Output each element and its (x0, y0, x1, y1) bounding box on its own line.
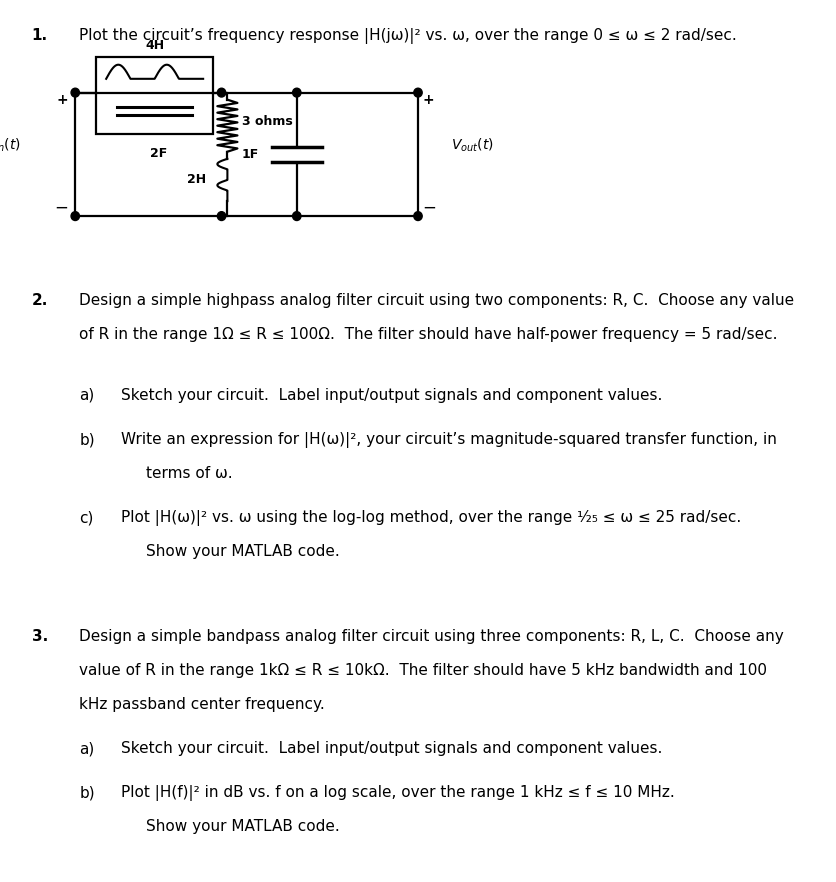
Bar (96, 57, 213, 134)
Text: Sketch your circuit.  Label input/output signals and component values.: Sketch your circuit. Label input/output … (121, 388, 663, 403)
Text: 4H: 4H (145, 39, 164, 52)
Text: a): a) (79, 388, 94, 403)
Text: $V_{in}(t)$: $V_{in}(t)$ (0, 137, 21, 154)
Circle shape (293, 212, 301, 220)
Text: 2.: 2. (32, 293, 48, 308)
Text: Design a simple bandpass analog filter circuit using three components: R, L, C. : Design a simple bandpass analog filter c… (79, 629, 784, 644)
Text: 3.: 3. (32, 629, 48, 644)
Text: of R in the range 1Ω ≤ R ≤ 100Ω.  The filter should have half-power frequency = : of R in the range 1Ω ≤ R ≤ 100Ω. The fil… (79, 326, 778, 342)
Circle shape (293, 88, 301, 97)
Text: b): b) (79, 785, 95, 800)
Circle shape (414, 88, 422, 97)
Circle shape (71, 212, 79, 220)
Circle shape (217, 88, 226, 97)
Text: Design a simple highpass analog filter circuit using two components: R, C.  Choo: Design a simple highpass analog filter c… (79, 293, 794, 308)
Text: +: + (422, 93, 434, 107)
Text: $V_{out}(t)$: $V_{out}(t)$ (451, 137, 494, 154)
Text: b): b) (79, 432, 95, 447)
Text: terms of ω.: terms of ω. (146, 466, 233, 481)
Text: a): a) (79, 741, 94, 756)
Text: +: + (57, 93, 69, 107)
Circle shape (414, 212, 422, 220)
Text: 3 ohms: 3 ohms (242, 115, 293, 128)
Text: 2H: 2H (187, 174, 206, 186)
Text: Show your MATLAB code.: Show your MATLAB code. (146, 819, 340, 834)
Text: value of R in the range 1kΩ ≤ R ≤ 10kΩ.  The filter should have 5 kHz bandwidth : value of R in the range 1kΩ ≤ R ≤ 10kΩ. … (79, 663, 767, 678)
Text: Plot the circuit’s frequency response |H(jω)|² vs. ω, over the range 0 ≤ ω ≤ 2 r: Plot the circuit’s frequency response |H… (79, 28, 737, 44)
Text: 1F: 1F (242, 148, 259, 161)
Text: c): c) (79, 510, 94, 525)
Text: Write an expression for |H(ω)|², your circuit’s magnitude-squared transfer funct: Write an expression for |H(ω)|², your ci… (121, 432, 777, 448)
Text: −: − (54, 198, 69, 216)
Text: Plot |H(f)|² in dB vs. f on a log scale, over the range 1 kHz ≤ f ≤ 10 MHz.: Plot |H(f)|² in dB vs. f on a log scale,… (121, 785, 675, 801)
Circle shape (217, 212, 226, 220)
Text: −: − (422, 198, 436, 216)
Text: Plot |H(ω)|² vs. ω using the log-log method, over the range ¹⁄₂₅ ≤ ω ≤ 25 rad/se: Plot |H(ω)|² vs. ω using the log-log met… (121, 510, 742, 527)
Text: kHz passband center frequency.: kHz passband center frequency. (79, 697, 325, 712)
Text: Sketch your circuit.  Label input/output signals and component values.: Sketch your circuit. Label input/output … (121, 741, 663, 756)
Text: Show your MATLAB code.: Show your MATLAB code. (146, 544, 340, 559)
Text: 2F: 2F (150, 147, 167, 161)
Circle shape (71, 88, 79, 97)
Text: 1.: 1. (32, 28, 48, 43)
